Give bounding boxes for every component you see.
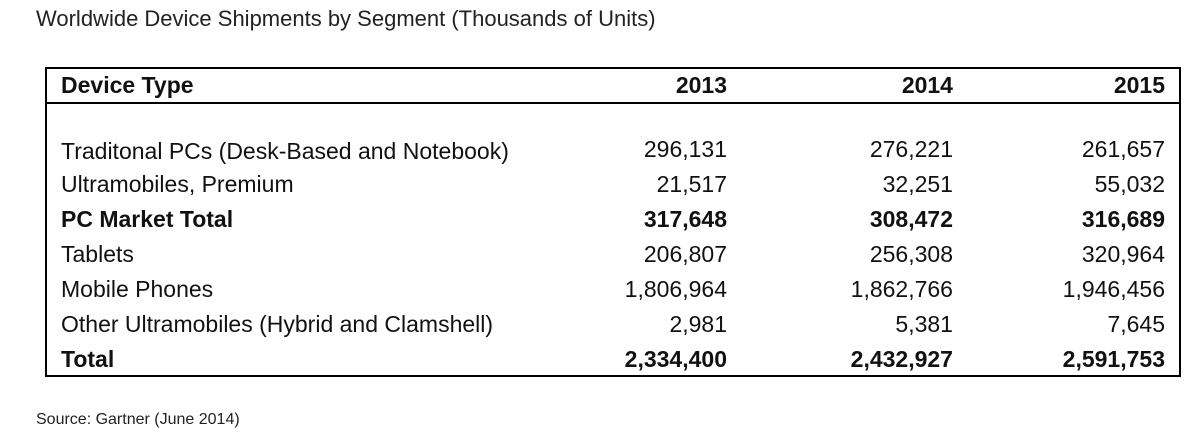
row-label: Traditonal PCs (Desk-Based and Notebook) (61, 138, 509, 164)
shipments-table-container: Device Type 2013 2014 2015 Traditonal PC… (45, 67, 1181, 377)
row-label: Tablets (61, 241, 134, 267)
cell-2013: 2,334,400 (624, 346, 727, 372)
table-row-total: Total 2,334,400 2,432,927 2,591,753 (47, 342, 1179, 377)
cell-2013: 296,131 (643, 136, 727, 162)
shipments-table: Device Type 2013 2014 2015 Traditonal PC… (47, 69, 1179, 377)
row-label: Ultramobiles, Premium (61, 171, 294, 197)
cell-2014: 5,381 (895, 311, 953, 337)
cell-2013: 206,807 (643, 241, 727, 267)
cell-2015: 316,689 (1081, 206, 1165, 232)
column-header-2015: 2015 (1113, 72, 1165, 98)
source-note: Source: Gartner (June 2014) (36, 411, 240, 428)
table-row-traditional-pcs: Traditonal PCs (Desk-Based and Notebook)… (47, 103, 1179, 167)
table-row-other-ultramobiles: Other Ultramobiles (Hybrid and Clamshell… (47, 307, 1179, 342)
row-label: Total (61, 346, 115, 372)
cell-2014: 32,251 (882, 171, 953, 197)
cell-2014: 256,308 (869, 241, 953, 267)
cell-2015: 7,645 (1107, 311, 1165, 337)
table-row-pc-market-total: PC Market Total 317,648 308,472 316,689 (47, 202, 1179, 237)
cell-2015: 2,591,753 (1062, 346, 1165, 372)
cell-2014: 308,472 (869, 206, 953, 232)
cell-2014: 276,221 (869, 136, 953, 162)
row-label: Mobile Phones (61, 276, 214, 302)
table-row-tablets: Tablets 206,807 256,308 320,964 (47, 237, 1179, 272)
column-header-device-type: Device Type (61, 72, 194, 98)
cell-2014: 1,862,766 (850, 276, 953, 302)
column-header-2013: 2013 (675, 72, 727, 98)
column-header-2014: 2014 (901, 72, 953, 98)
cell-2015: 261,657 (1081, 136, 1165, 162)
cell-2013: 2,981 (669, 311, 727, 337)
table-header-row: Device Type 2013 2014 2015 (47, 69, 1179, 103)
cell-2013: 21,517 (656, 171, 727, 197)
cell-2015: 320,964 (1081, 241, 1165, 267)
table-row-mobile-phones: Mobile Phones 1,806,964 1,862,766 1,946,… (47, 272, 1179, 307)
cell-2013: 317,648 (643, 206, 727, 232)
row-label: PC Market Total (61, 206, 234, 232)
cell-2015: 55,032 (1094, 171, 1165, 197)
table-row-ultramobiles-premium: Ultramobiles, Premium 21,517 32,251 55,0… (47, 167, 1179, 202)
table-title: Worldwide Device Shipments by Segment (T… (36, 6, 656, 31)
cell-2014: 2,432,927 (850, 346, 953, 372)
row-label: Other Ultramobiles (Hybrid and Clamshell… (61, 311, 494, 337)
cell-2013: 1,806,964 (624, 276, 727, 302)
cell-2015: 1,946,456 (1062, 276, 1165, 302)
